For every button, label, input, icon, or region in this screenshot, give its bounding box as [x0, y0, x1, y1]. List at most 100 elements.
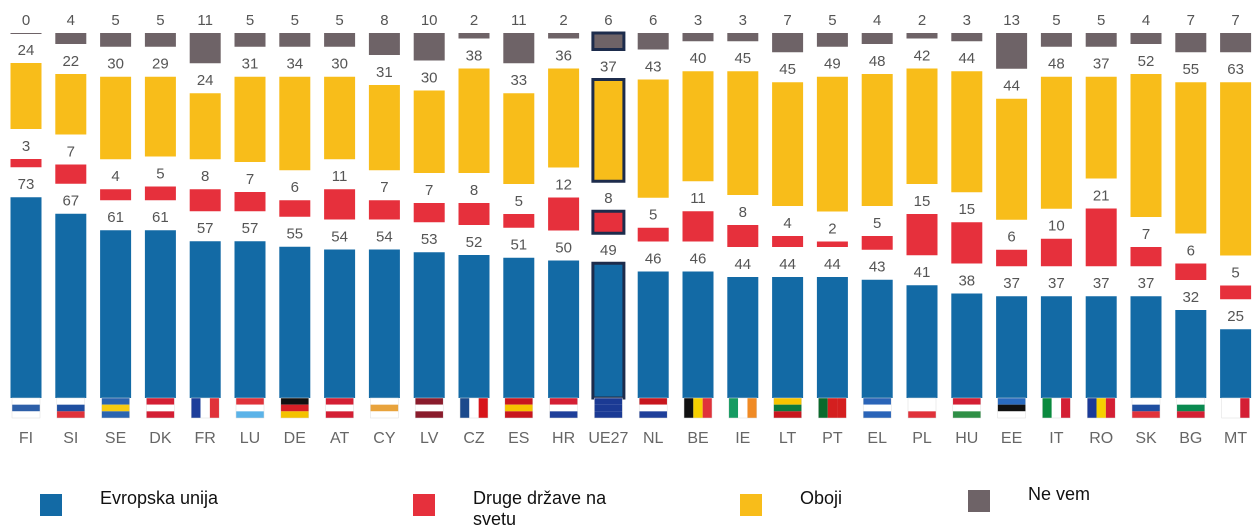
legend-item: Ne vem — [968, 484, 1218, 512]
bar-segment — [861, 33, 893, 44]
x-tick-label: UE27 — [588, 430, 628, 447]
legend-swatch — [968, 490, 990, 512]
value-label: 49 — [600, 242, 617, 259]
value-label: 44 — [824, 256, 841, 273]
bar-segment — [772, 33, 804, 53]
flag — [952, 411, 981, 418]
value-label: 11 — [197, 12, 213, 29]
value-label: 67 — [62, 193, 79, 210]
bar-segment — [996, 33, 1028, 69]
value-label: 33 — [510, 72, 527, 89]
x-tick-label: CY — [373, 430, 396, 447]
flag — [1132, 398, 1160, 405]
flag — [827, 398, 838, 418]
value-label: 5 — [1097, 12, 1105, 29]
bar-segment — [951, 222, 983, 264]
flag — [146, 398, 175, 405]
value-label: 7 — [1142, 226, 1150, 243]
value-label: 3 — [739, 12, 747, 29]
flag-border — [414, 397, 444, 419]
bar-segment — [951, 293, 983, 398]
bar-segment — [324, 33, 356, 47]
legend-swatch — [740, 494, 762, 516]
value-label: 2 — [918, 12, 926, 29]
bar-segment — [996, 296, 1028, 398]
value-label: 44 — [734, 256, 751, 273]
bar-segment — [279, 200, 311, 217]
value-label: 4 — [111, 168, 119, 185]
value-label: 52 — [1138, 53, 1155, 70]
x-tick-label: RO — [1089, 430, 1113, 447]
bar-segment — [727, 71, 759, 195]
flag — [1087, 398, 1097, 418]
bar-segment — [1085, 208, 1117, 267]
bar-segment — [144, 230, 176, 398]
value-label: 5 — [515, 193, 523, 210]
bar-segment — [727, 33, 759, 42]
flag — [639, 398, 668, 405]
bar-segment — [55, 74, 87, 135]
value-label: 37 — [1003, 275, 1020, 292]
flag — [549, 411, 578, 418]
flag-border — [56, 397, 86, 419]
flag — [236, 404, 264, 412]
bar-segment — [1130, 247, 1162, 267]
bar-segment — [1040, 76, 1072, 209]
flag-border — [235, 397, 265, 419]
x-tick-label: SE — [105, 430, 126, 447]
legend-swatch — [40, 494, 62, 516]
flag — [370, 411, 399, 418]
value-label: 34 — [286, 56, 303, 73]
flag — [594, 404, 623, 412]
x-tick-label: LU — [240, 430, 260, 447]
value-label: 10 — [421, 12, 438, 29]
value-label: 46 — [690, 250, 707, 267]
x-tick-label: AT — [330, 430, 349, 447]
value-label: 2 — [559, 12, 567, 29]
value-label: 7 — [380, 179, 388, 196]
bar-segment — [458, 68, 490, 173]
bar-segment — [458, 255, 490, 398]
flag-border — [683, 397, 713, 419]
flag-border — [549, 397, 578, 419]
flag — [101, 398, 130, 405]
flag — [280, 411, 309, 418]
value-label: 44 — [779, 256, 796, 273]
value-label: 43 — [645, 58, 662, 75]
bar-segment — [189, 33, 221, 64]
x-tick-label: BE — [687, 430, 708, 447]
bar-segment — [189, 241, 221, 398]
flag — [639, 411, 668, 418]
value-label: 30 — [107, 56, 124, 73]
bar-segment — [637, 79, 669, 198]
bar-segment — [727, 225, 759, 247]
flag — [236, 411, 264, 418]
flag — [280, 404, 309, 412]
flag-border — [1221, 397, 1250, 419]
value-label: 7 — [1231, 12, 1239, 29]
value-label: 0 — [22, 12, 30, 29]
value-label: 55 — [1182, 61, 1199, 78]
bar-segment — [996, 98, 1028, 220]
bar-segment — [591, 78, 626, 183]
bar-segment — [1040, 296, 1072, 398]
value-label: 30 — [421, 69, 438, 86]
flag-border — [862, 397, 892, 419]
value-label: 7 — [783, 12, 791, 29]
flag — [952, 398, 981, 405]
bar-segment — [996, 249, 1028, 267]
bar-segment — [682, 71, 714, 182]
value-label: 57 — [197, 220, 214, 237]
bar-segment — [1220, 82, 1252, 256]
value-label: 12 — [555, 176, 572, 193]
bar-segment — [772, 277, 804, 398]
bar-segment — [413, 203, 445, 223]
value-label: 15 — [958, 201, 975, 218]
x-tick-label: HU — [955, 430, 978, 447]
flag — [325, 398, 354, 405]
bar-segment — [816, 277, 848, 398]
value-label: 5 — [335, 12, 343, 29]
flag — [56, 411, 85, 418]
flag — [325, 411, 354, 418]
bar-segment — [816, 33, 848, 47]
